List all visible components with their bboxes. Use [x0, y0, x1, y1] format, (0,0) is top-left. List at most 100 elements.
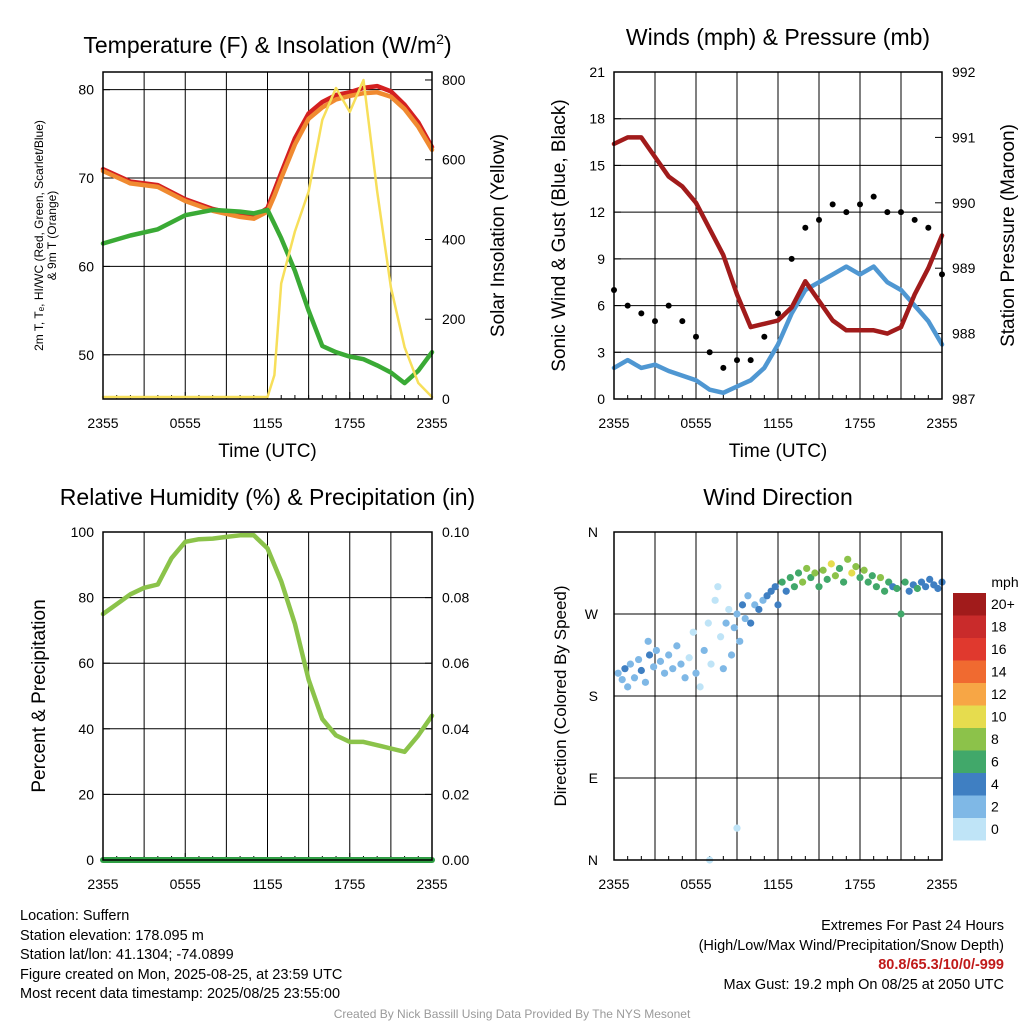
gust-point	[720, 364, 727, 371]
direction-point	[811, 569, 819, 577]
direction-point	[897, 610, 905, 618]
gust-point	[706, 349, 713, 356]
direction-point	[669, 665, 677, 673]
y-tick-label-right: 989	[952, 260, 976, 276]
x-axis-label: Time (UTC)	[218, 441, 317, 462]
direction-point	[901, 578, 909, 586]
gust-point	[898, 209, 904, 216]
humidity-panel: 2355 0555 1155 1755 2355 Relative Humidity (%…	[29, 484, 475, 892]
legend-label: 16	[991, 641, 1007, 657]
direction-point	[637, 666, 645, 675]
direction-point	[738, 601, 747, 609]
x-tick-label: 2355	[416, 415, 447, 431]
series-pressure	[611, 135, 945, 336]
y-tick-label-left: 0	[597, 391, 605, 407]
y-tick-label-left: 3	[597, 344, 605, 360]
chart-title: Winds (mph) & Pressure (mb)	[626, 24, 930, 50]
y-axis-label-left: Percent & Precipitation	[29, 599, 50, 792]
direction-point	[881, 587, 889, 595]
x-tick-label: 1155	[763, 876, 793, 892]
y-tick-label-left: 6	[597, 298, 605, 314]
direction-point	[641, 678, 650, 686]
direction-point	[744, 592, 752, 600]
y-tick-label-right: 0.06	[442, 655, 469, 671]
series-solar	[101, 78, 434, 399]
direction-point	[644, 637, 652, 645]
legend-swatch	[953, 683, 986, 706]
gust-point	[693, 333, 699, 340]
direction-point	[848, 569, 856, 577]
direction-point	[771, 583, 779, 591]
y-tick-label-left: 40	[78, 721, 94, 737]
direction-point	[840, 578, 848, 586]
legend-swatch	[953, 818, 986, 841]
direction-point	[905, 587, 913, 595]
x-tick-label: 2355	[926, 415, 957, 431]
direction-point	[727, 651, 736, 659]
direction-point	[893, 584, 901, 593]
y-tick-label-right: 800	[442, 72, 466, 88]
y-tick-label-right: 0	[442, 391, 450, 407]
direction-point	[707, 660, 715, 668]
gust-point	[652, 318, 658, 325]
direction-point	[696, 683, 704, 691]
direction-point	[621, 665, 629, 673]
direction-point	[934, 584, 942, 593]
direction-point	[799, 578, 807, 586]
plot-border	[102, 531, 433, 861]
direction-point	[704, 619, 712, 627]
direction-point	[618, 676, 626, 684]
y-tick-label-left: 50	[78, 347, 94, 363]
y-axis-label-left: Sonic Wind & Gust (Blue, Black)	[549, 99, 570, 371]
x-tick-label: 0555	[170, 876, 201, 892]
station-location: Location: Suffern	[20, 908, 130, 924]
y-tick-label-left: 18	[589, 111, 605, 127]
x-tick-label: 2355	[598, 415, 629, 431]
gust-point	[925, 224, 932, 231]
x-tick-label: 1755	[334, 876, 365, 892]
y-tick-label-right: 988	[952, 326, 976, 342]
direction-point	[714, 583, 722, 591]
direction-point	[652, 646, 660, 655]
y-tick-label-left: 15	[589, 157, 605, 173]
legend-swatch	[953, 615, 986, 638]
series-td	[100, 207, 435, 386]
legend-label: 2	[991, 799, 999, 815]
gust-point	[624, 302, 631, 309]
direction-point	[725, 605, 733, 614]
gust-point	[761, 333, 768, 340]
series-sonic-wind	[611, 264, 945, 396]
series-rh	[100, 533, 435, 755]
legend-swatch	[953, 638, 986, 661]
y-axis-label-left: 2m T, Tₑ, HI/WC (Red, Green, Scarlet/Blu…	[32, 120, 46, 351]
y-tick-label-right: 991	[952, 129, 976, 145]
direction-point	[755, 605, 763, 614]
credit-line: Created By Nick Bassill Using Data Provi…	[333, 1007, 691, 1021]
x-tick-label: 1155	[252, 415, 282, 431]
y-tick-label-left: 20	[78, 786, 94, 802]
gust-point	[665, 302, 672, 309]
direction-point	[733, 610, 741, 618]
y-tick-label-right: 0.04	[442, 721, 469, 737]
station-info: Location: Suffern Station elevation: 178…	[20, 907, 342, 1005]
x-tick-label: 0555	[680, 876, 711, 892]
direction-point	[733, 824, 741, 832]
direction-tick-label: N	[588, 852, 598, 868]
legend-swatch	[953, 593, 986, 616]
direction-point	[868, 572, 876, 580]
legend-label: 20+	[991, 596, 1015, 612]
gust-point	[884, 209, 891, 216]
direction-point	[815, 583, 823, 591]
legend-swatch	[953, 660, 986, 683]
chart-title: Temperature (F) & Insolation (W/m2)	[83, 31, 451, 58]
direction-point	[722, 619, 730, 627]
y-tick-label-left: 80	[78, 82, 94, 98]
legend-label: 8	[991, 731, 999, 747]
direction-point	[922, 583, 930, 591]
max-gust: Max Gust: 19.2 mph On 08/25 at 2050 UTC	[723, 976, 1004, 993]
direction-point	[831, 572, 840, 580]
x-tick-label: 1755	[844, 876, 875, 892]
y-axis-label-right: Solar Insolation (Yellow)	[488, 134, 509, 337]
direction-point	[660, 669, 669, 677]
